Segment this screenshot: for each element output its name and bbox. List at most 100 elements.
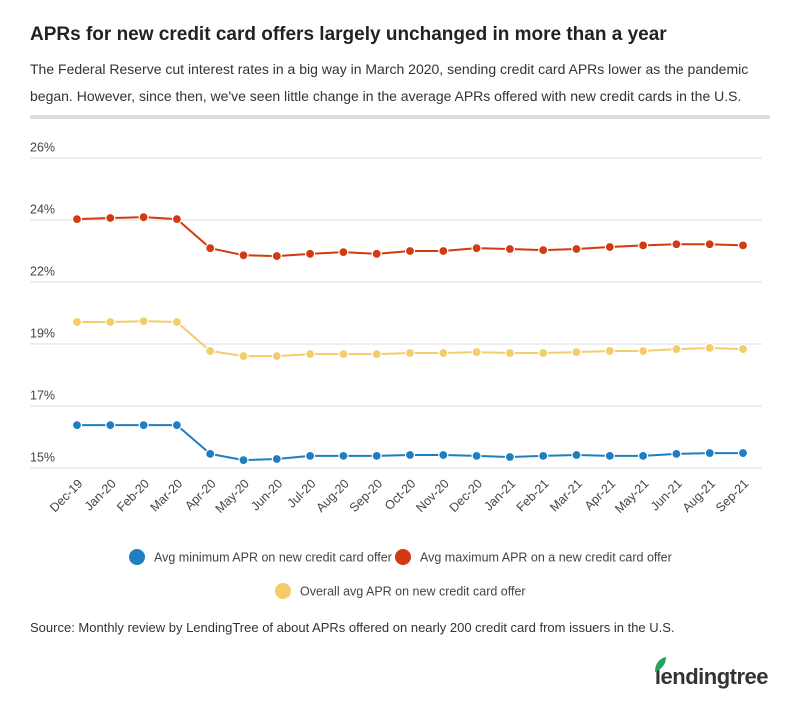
legend-label: Overall avg APR on new credit card offer — [300, 584, 526, 598]
data-point — [538, 450, 549, 461]
logo: lendingtree — [654, 657, 769, 690]
y-tick-label: 26% — [30, 140, 55, 154]
x-tick-label: Dec-19 — [47, 477, 85, 515]
data-point — [338, 349, 349, 360]
x-tick-label: May-21 — [612, 477, 651, 516]
data-point — [704, 239, 715, 250]
data-point — [471, 347, 482, 358]
data-point — [305, 349, 316, 360]
data-point — [671, 239, 682, 250]
x-tick-label: Feb-20 — [114, 477, 152, 515]
data-point — [571, 449, 582, 461]
data-point — [338, 247, 349, 258]
data-point — [271, 250, 282, 262]
data-point — [637, 450, 649, 461]
data-point — [271, 351, 282, 362]
x-tick-label: Jun-20 — [248, 477, 285, 514]
data-point — [604, 345, 615, 357]
data-point — [737, 343, 749, 355]
data-point — [737, 447, 749, 459]
data-point — [171, 420, 182, 431]
data-point — [504, 451, 515, 463]
y-tick-label: 15% — [30, 450, 55, 464]
data-point — [471, 450, 482, 461]
data-point — [105, 420, 116, 431]
data-point — [504, 347, 515, 359]
data-point — [371, 349, 382, 360]
data-point — [138, 212, 149, 223]
legend-label: Avg minimum APR on new credit card offer — [154, 550, 392, 564]
data-point — [138, 316, 149, 327]
x-tick-label: Mar-20 — [147, 477, 185, 515]
data-point — [305, 248, 316, 259]
source-note: Source: Monthly review by LendingTree of… — [30, 620, 675, 635]
chart-title: APRs for new credit card offers largely … — [30, 24, 667, 45]
data-point — [438, 449, 449, 461]
x-tick-label: Mar-21 — [547, 477, 585, 515]
data-point — [571, 243, 582, 255]
data-point — [338, 450, 349, 461]
legend-label: Avg maximum APR on a new credit card off… — [420, 550, 672, 564]
x-tick-label: Aug-21 — [680, 477, 718, 515]
x-tick-label: Oct-20 — [382, 477, 418, 513]
data-point — [671, 343, 682, 355]
chart-subtitle: The Federal Reserve cut interest rates i… — [30, 61, 749, 104]
data-point — [371, 248, 382, 259]
x-tick-label: Jan-21 — [481, 477, 518, 514]
y-tick-label: 19% — [30, 326, 55, 340]
data-point — [238, 250, 249, 261]
data-point — [538, 245, 549, 256]
data-point — [171, 316, 182, 328]
data-point — [737, 240, 749, 251]
data-point — [205, 345, 216, 357]
y-tick-label: 17% — [30, 388, 55, 402]
data-point — [604, 241, 615, 253]
data-point — [71, 420, 83, 431]
data-point — [671, 448, 682, 460]
x-tick-label: May-20 — [213, 477, 252, 516]
y-tick-label: 22% — [30, 264, 55, 278]
data-point — [571, 347, 582, 358]
data-point — [138, 420, 149, 431]
data-point — [704, 447, 715, 459]
legend-marker — [275, 583, 291, 599]
data-point — [371, 450, 382, 461]
y-tick-label: 24% — [30, 202, 55, 216]
x-tick-label: Sep-20 — [347, 477, 385, 515]
data-point — [105, 316, 116, 328]
data-point — [404, 449, 416, 461]
data-point — [238, 455, 249, 466]
legend-marker — [129, 549, 145, 565]
data-point — [105, 212, 116, 224]
data-point — [71, 316, 83, 328]
data-point — [471, 243, 482, 254]
x-tick-label: Jun-21 — [648, 477, 685, 514]
data-point — [171, 214, 182, 225]
data-point — [238, 351, 249, 362]
data-point — [305, 450, 316, 461]
x-tick-label: Dec-20 — [447, 477, 485, 515]
data-point — [504, 243, 515, 255]
data-point — [538, 347, 549, 359]
x-tick-label: Jan-20 — [82, 477, 119, 514]
data-point — [404, 245, 416, 257]
data-point — [71, 214, 83, 225]
logo-leaf — [654, 657, 666, 672]
data-point — [205, 243, 216, 254]
data-point — [438, 245, 449, 257]
data-point — [637, 240, 649, 251]
data-point — [205, 448, 216, 460]
logo-text: lendingtree — [654, 664, 769, 689]
data-point — [438, 347, 449, 359]
data-point — [604, 450, 615, 461]
x-tick-label: Nov-20 — [413, 477, 451, 515]
data-point — [704, 342, 715, 354]
data-point — [637, 345, 649, 357]
x-tick-label: Sep-21 — [713, 477, 751, 515]
legend-marker — [395, 549, 411, 565]
data-point — [404, 347, 416, 359]
x-tick-label: Aug-20 — [313, 477, 351, 515]
data-point — [271, 453, 282, 465]
